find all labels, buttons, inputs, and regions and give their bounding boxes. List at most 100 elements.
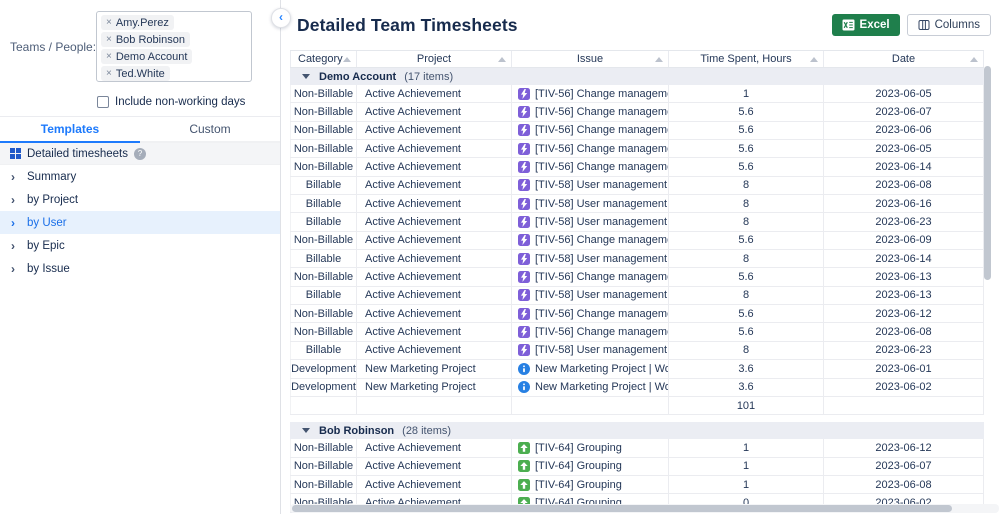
improvement-arrow-green-icon (518, 478, 530, 491)
column-header-date[interactable]: Date (824, 51, 984, 67)
story-lightning-purple-icon (518, 142, 530, 155)
time-spent-cell: 8 (669, 250, 824, 268)
issue-label: [TIV-64] Grouping (535, 460, 622, 473)
subtotal-value: 101 (669, 396, 824, 415)
project-cell: Active Achievement (357, 140, 512, 158)
category-cell: Non-Billable (290, 140, 357, 158)
category-cell: Billable (290, 213, 357, 231)
tag-label: Ted.White (115, 67, 165, 80)
sidebar-item-by-project[interactable]: by Project (0, 188, 280, 211)
teams-people-label: Teams / People: (10, 40, 97, 54)
tab-templates[interactable]: Templates (0, 117, 140, 143)
time-spent-cell: 8 (669, 195, 824, 213)
category-cell: Non-Billable (290, 231, 357, 250)
remove-tag-icon[interactable]: × (106, 67, 112, 79)
remove-tag-icon[interactable]: × (106, 16, 112, 28)
group-count: (28 items) (402, 424, 452, 437)
project-cell (357, 396, 512, 415)
issue-cell: [TIV-58] User management (512, 341, 669, 360)
date-cell: 2023-06-06 (824, 121, 984, 140)
category-cell: Non-Billable (290, 85, 357, 103)
issue-cell: [TIV-58] User management (512, 195, 669, 213)
group-name: Bob Robinson (319, 424, 395, 437)
date-cell: 2023-06-07 (824, 457, 984, 475)
project-cell: Active Achievement (357, 457, 512, 475)
chevron-right-icon (11, 170, 27, 184)
issue-cell: [TIV-56] Change management s... (512, 85, 669, 103)
column-label: Date (891, 53, 916, 65)
teams-people-select[interactable]: × Amy.Perez × Bob Robinson × Demo Accoun… (96, 11, 252, 82)
column-header-time-spent[interactable]: Time Spent, Hours (669, 51, 824, 67)
sort-asc-icon (970, 56, 978, 62)
table-row: Non-Billable Active Achievement [TIV-64]… (290, 439, 984, 458)
time-spent-cell: 5.6 (669, 268, 824, 286)
excel-icon (842, 19, 855, 31)
timesheet-table: Category Project Issue Time Spent, Hours… (290, 50, 984, 513)
table-row: Billable Active Achievement [TIV-58] Use… (290, 176, 984, 196)
group-header[interactable]: Demo Account (17 items) (290, 68, 984, 85)
date-cell: 2023-06-05 (824, 140, 984, 158)
sidebar-item-by-issue[interactable]: by Issue (0, 257, 280, 280)
remove-tag-icon[interactable]: × (106, 33, 112, 45)
group-name: Demo Account (319, 70, 397, 83)
table-row: Non-Billable Active Achievement [TIV-56]… (290, 305, 984, 324)
project-cell: Active Achievement (357, 475, 512, 494)
project-cell: Active Achievement (357, 439, 512, 457)
include-non-working-days-checkbox[interactable] (97, 96, 109, 108)
project-cell: Active Achievement (357, 268, 512, 286)
category-cell: Non-Billable (290, 457, 357, 475)
column-header-project[interactable]: Project (357, 51, 512, 67)
nav-item-label: by User (27, 216, 67, 229)
table-body: Demo Account (17 items) Non-Billable Act… (290, 68, 984, 513)
issue-label: New Marketing Project | Worklog (535, 381, 668, 394)
column-header-issue[interactable]: Issue (512, 51, 669, 67)
sidebar-collapse-button[interactable] (271, 8, 291, 28)
sidebar-item-summary[interactable]: Summary (0, 165, 280, 188)
issue-cell: [TIV-56] Change management s... (512, 103, 669, 121)
date-cell: 2023-06-08 (824, 475, 984, 494)
issue-label: [TIV-58] User management (535, 179, 668, 192)
include-non-working-days-label: Include non-working days (115, 96, 246, 108)
time-spent-cell: 5.6 (669, 305, 824, 323)
issue-label: [TIV-56] Change management s... (535, 142, 668, 155)
template-detailed-timesheets[interactable]: Detailed timesheets ? (0, 143, 280, 165)
story-lightning-purple-icon (518, 307, 530, 320)
story-lightning-purple-icon (518, 161, 530, 174)
time-spent-cell: 8 (669, 176, 824, 195)
columns-button[interactable]: Columns (906, 14, 991, 36)
category-cell: Non-Billable (290, 439, 357, 457)
group-spacer (290, 415, 984, 422)
sidebar-item-by-user[interactable]: by User (0, 211, 280, 234)
selected-tag: × Ted.White (101, 66, 170, 81)
sidebar-tabs: Templates Custom (0, 117, 280, 143)
page-title: Detailed Team Timesheets (297, 14, 518, 35)
horizontal-scrollbar-thumb[interactable] (292, 505, 952, 512)
group-header[interactable]: Bob Robinson (28 items) (290, 422, 984, 440)
help-icon[interactable]: ? (134, 147, 146, 160)
category-cell: Non-Billable (290, 475, 357, 494)
remove-tag-icon[interactable]: × (106, 50, 112, 62)
issue-cell: [TIV-56] Change management s... (512, 268, 669, 286)
tab-custom[interactable]: Custom (189, 122, 231, 136)
story-lightning-purple-icon (518, 87, 530, 100)
story-lightning-purple-icon (518, 289, 530, 302)
column-header-category[interactable]: Category (290, 51, 357, 67)
category-cell: Billable (290, 195, 357, 213)
issue-label: [TIV-56] Change management s... (535, 106, 668, 119)
issue-label: [TIV-58] User management (535, 197, 668, 210)
table-row: Non-Billable Active Achievement [TIV-56]… (290, 103, 984, 122)
time-spent-cell: 0 (669, 494, 824, 512)
sidebar-item-by-epic[interactable]: by Epic (0, 234, 280, 257)
issue-cell (512, 396, 669, 415)
improvement-arrow-green-icon (518, 460, 530, 473)
project-cell: Active Achievement (357, 286, 512, 305)
excel-export-button[interactable]: Excel (831, 14, 900, 36)
issue-label: [TIV-58] User management (535, 289, 668, 302)
main-panel: Detailed Team Timesheets Excel Columns C… (281, 0, 999, 514)
issue-label: [TIV-56] Change management s... (535, 161, 668, 174)
story-lightning-purple-icon (518, 197, 530, 210)
table-row: Billable Active Achievement [TIV-58] Use… (290, 213, 984, 232)
caret-down-icon (302, 428, 310, 434)
vertical-scrollbar-thumb[interactable] (984, 66, 991, 280)
